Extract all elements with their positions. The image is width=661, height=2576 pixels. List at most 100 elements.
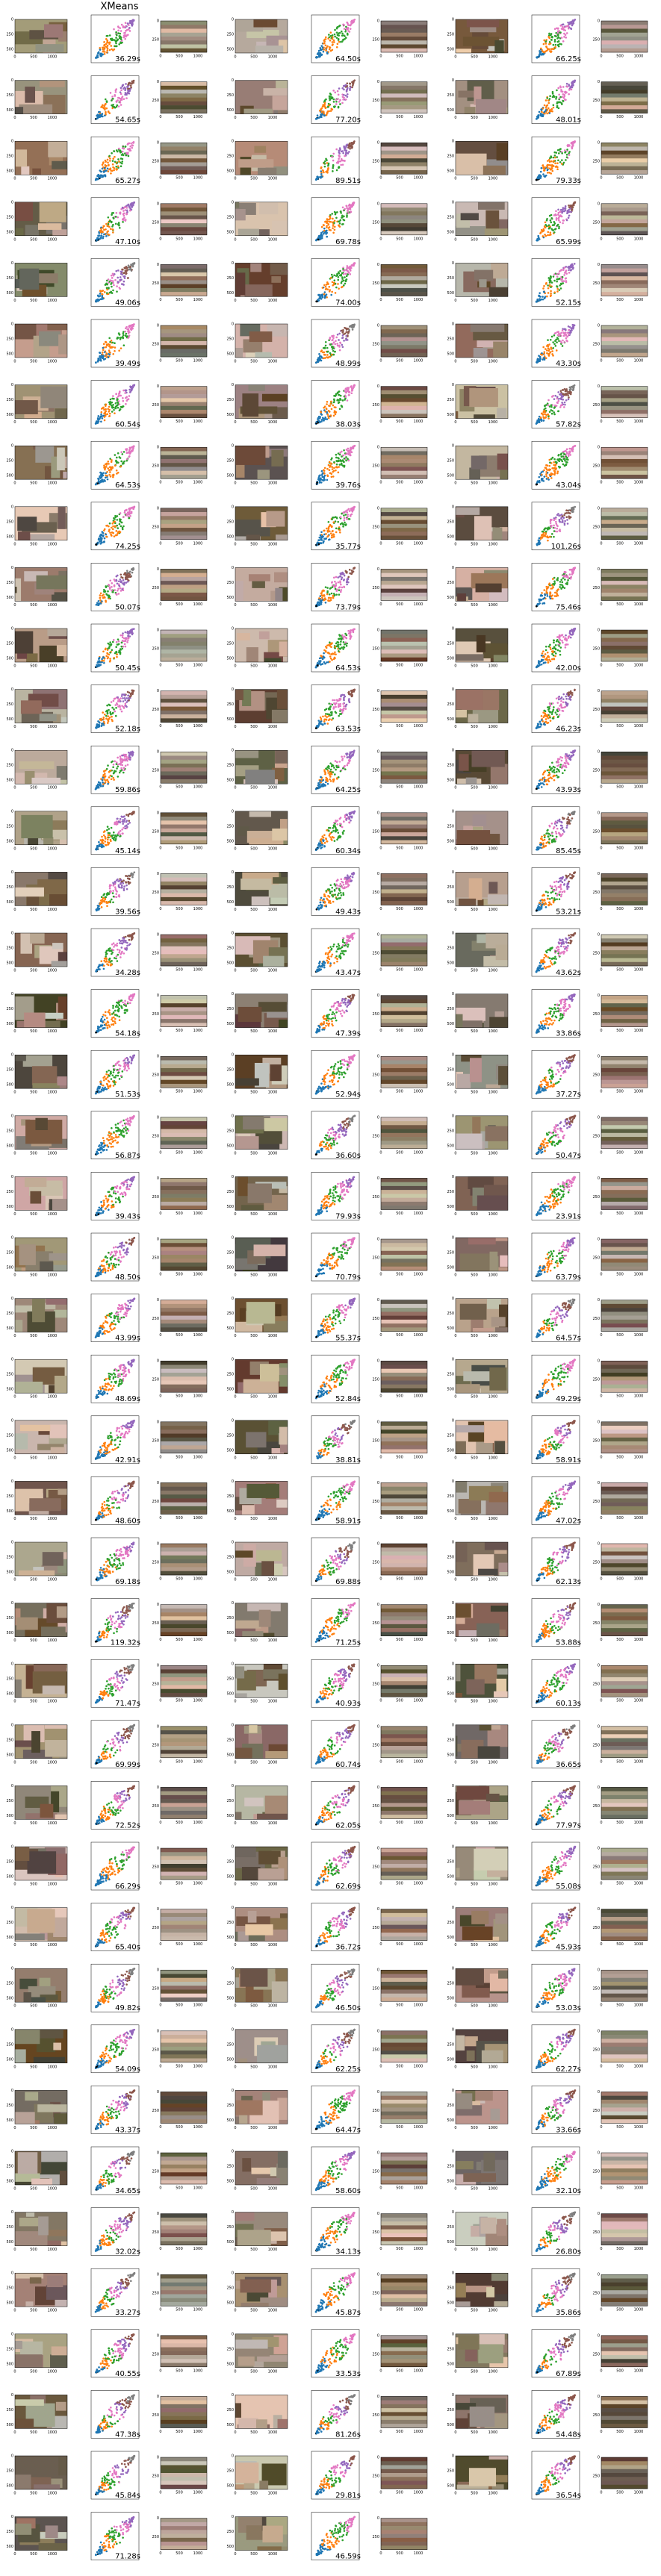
tick-label: 500: [471, 360, 478, 364]
cluster-point: [121, 522, 123, 524]
cluster-point: [107, 467, 109, 470]
cluster-point: [122, 397, 124, 399]
cluster-point: [108, 402, 111, 404]
cluster-point: [329, 105, 331, 107]
cluster-point: [536, 300, 539, 302]
photo-region: [491, 260, 520, 279]
photo: [235, 260, 302, 302]
cluster-point: [563, 333, 565, 335]
cluster-point: [537, 358, 539, 361]
cluster-point: [347, 458, 349, 460]
cluster-point: [104, 537, 106, 540]
palette-stripe: [161, 109, 207, 113]
cluster-point: [345, 454, 347, 456]
palette-stripe: [381, 463, 427, 467]
cluster-point: [112, 280, 114, 282]
palette-stripe: [161, 86, 207, 90]
tick-label: 250: [6, 337, 13, 342]
cluster-point: [108, 463, 110, 465]
tick-label: 0: [598, 446, 600, 450]
cluster-point: [334, 406, 336, 408]
cluster-point: [338, 101, 341, 103]
photo-region: [21, 166, 29, 184]
cluster-point: [119, 523, 121, 526]
palette-stripe: [161, 292, 207, 296]
cluster-point: [564, 460, 566, 462]
cluster-point: [316, 301, 318, 303]
cluster-point: [344, 283, 347, 285]
palette-stripe: [161, 37, 207, 41]
tick-label: 0: [159, 54, 161, 59]
palette-stripe: [161, 146, 207, 151]
tick-label: 500: [6, 48, 13, 52]
tick-label: 0: [598, 80, 600, 84]
cluster-point: [100, 236, 102, 238]
cluster-point: [329, 465, 332, 467]
cluster-point: [552, 93, 554, 95]
photo-region: [279, 587, 314, 611]
cluster-point: [120, 573, 122, 576]
tick-label: 1000: [48, 542, 58, 546]
tick-label: 500: [471, 177, 478, 181]
palette-stripe: [601, 280, 648, 284]
photo: [456, 201, 526, 249]
cluster-point: [564, 458, 566, 460]
cluster-point: [133, 506, 135, 508]
cluster-point: [539, 476, 541, 478]
tick-label: 0: [232, 566, 234, 570]
cluster-point: [95, 57, 97, 59]
tick-label: 0: [452, 261, 454, 266]
cluster-point: [128, 24, 130, 26]
cluster-point: [114, 454, 117, 456]
cluster-point: [332, 38, 334, 40]
cluster-point: [562, 100, 564, 102]
palette-stripe: [381, 90, 427, 94]
palette-stripe: [381, 151, 427, 155]
cluster-point: [341, 278, 344, 280]
cluster-point: [549, 95, 551, 97]
cluster-point: [323, 224, 325, 226]
tick-label: 0: [234, 481, 236, 486]
palette-stripe: [161, 520, 207, 525]
photo-region: [36, 576, 70, 590]
palette-stripe: [161, 516, 207, 520]
cluster-point: [107, 35, 109, 37]
palette-stripe: [381, 93, 427, 98]
cluster-point: [128, 332, 130, 334]
cluster-point: [352, 328, 354, 331]
tick-label: 1000: [488, 420, 498, 425]
cluster-point: [116, 457, 118, 459]
cluster-point: [344, 276, 346, 278]
cluster-point: [105, 346, 107, 349]
cluster-point: [333, 341, 335, 343]
tick-label: 500: [226, 352, 234, 357]
cluster-point: [109, 471, 111, 473]
photo-region: [235, 581, 243, 605]
cluster-point: [550, 33, 553, 35]
cluster-point: [122, 272, 125, 275]
cluster-point: [118, 349, 120, 352]
tick-label: 0: [377, 506, 379, 511]
cluster-point: [327, 475, 329, 477]
tick-label: 1000: [48, 360, 58, 364]
cluster-point: [329, 36, 331, 38]
cluster-point: [554, 155, 556, 157]
cluster-point: [346, 205, 348, 208]
tick-label: 250: [447, 93, 454, 98]
cluster-point: [105, 475, 107, 477]
photo-region: [38, 223, 61, 230]
tick-label: 250: [152, 343, 159, 347]
palette-stripe: [381, 284, 427, 289]
cluster-point: [321, 474, 323, 476]
palette-stripe: [381, 264, 427, 269]
palette-stripe: [161, 593, 207, 597]
cluster-point: [333, 41, 335, 43]
tick-label: 0: [157, 384, 159, 389]
cluster-point: [331, 156, 333, 158]
cluster-point: [122, 332, 125, 334]
palette-stripe: [381, 390, 427, 395]
cluster-point: [128, 516, 130, 518]
cluster-point: [119, 410, 121, 412]
cluster-point: [567, 510, 569, 512]
